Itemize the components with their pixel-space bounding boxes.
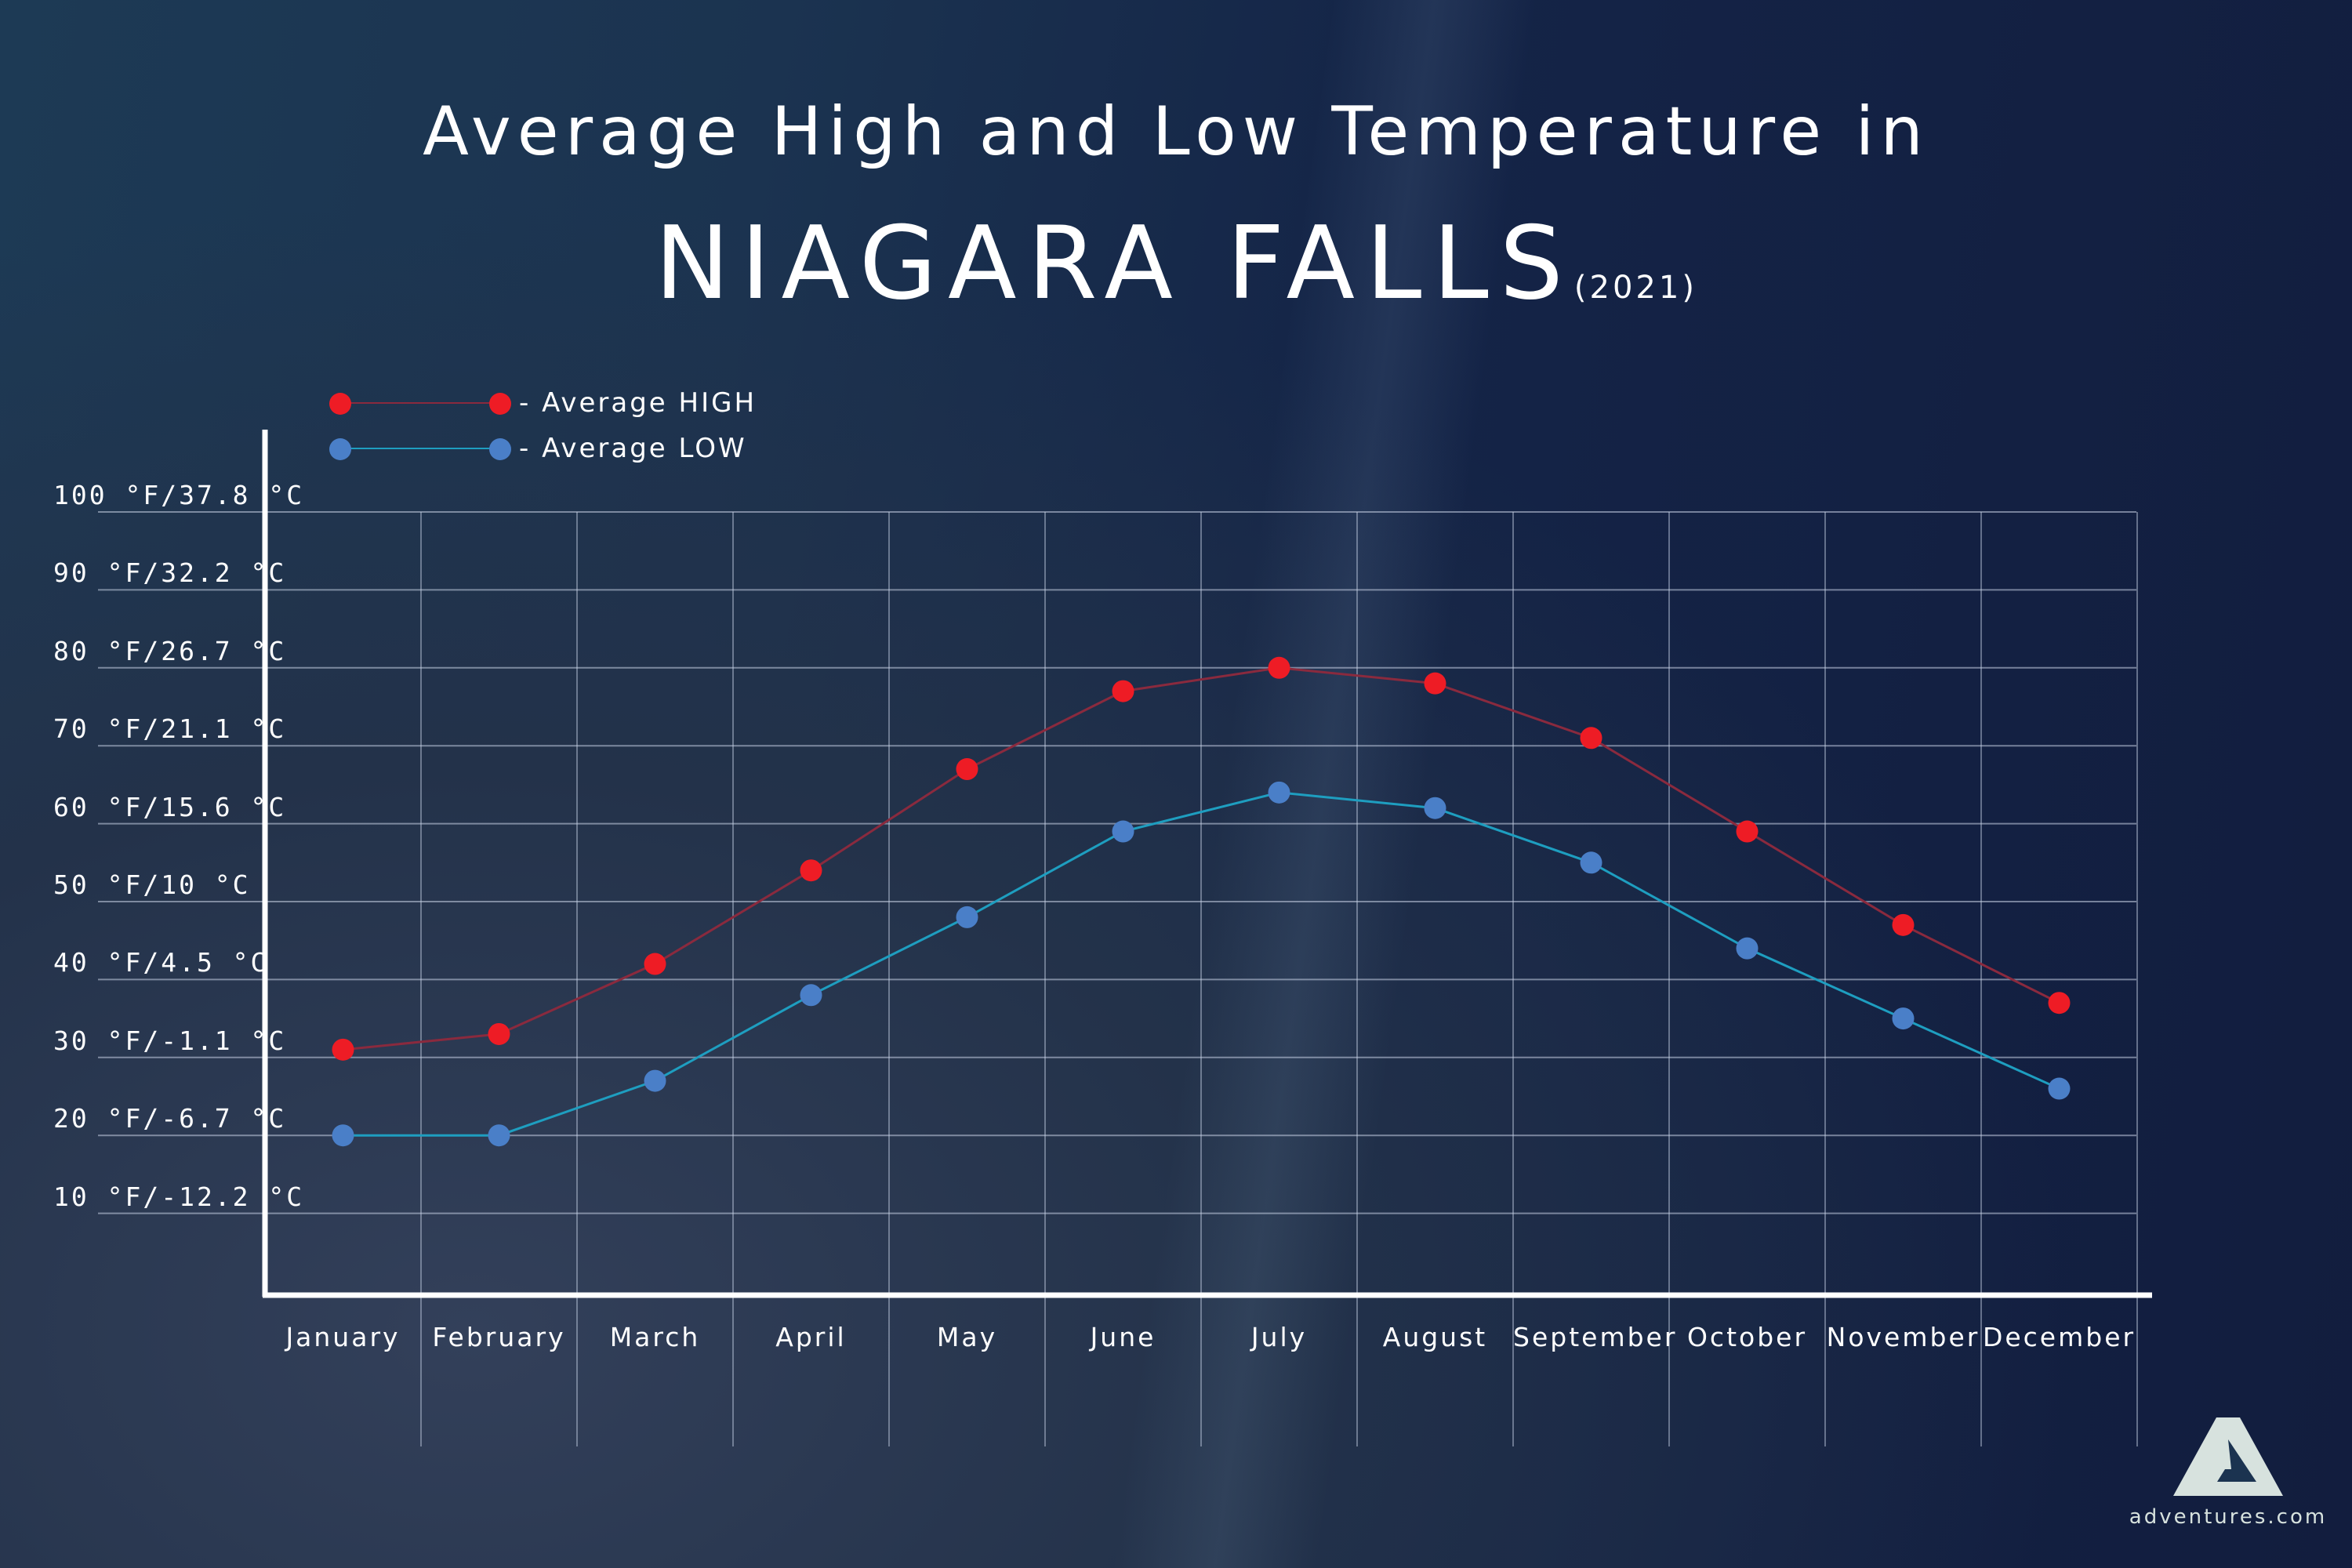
x-axis-label: August <box>1382 1322 1488 1352</box>
data-point-high <box>1580 727 1602 750</box>
y-axis-label: 20 °F/-6.7 °C <box>53 1103 287 1134</box>
x-axis-label: January <box>285 1322 401 1352</box>
series-line-low <box>343 791 2060 1137</box>
x-axis-label: October <box>1686 1322 1808 1352</box>
y-axis-label: 100 °F/37.8 °C <box>53 480 305 510</box>
y-axis-label: 70 °F/21.1 °C <box>53 713 287 745</box>
x-axis-label: July <box>1250 1322 1308 1352</box>
data-point-low <box>1268 781 1290 804</box>
data-point-high <box>1736 820 1759 843</box>
year-label: (2021) <box>1573 270 1697 306</box>
data-point-low <box>1892 1007 1915 1030</box>
data-point-low <box>800 984 822 1007</box>
x-axis-label: May <box>936 1322 998 1352</box>
x-axis-label: September <box>1513 1322 1678 1352</box>
x-axis-label: April <box>775 1322 847 1352</box>
series-line-high <box>343 666 2060 1051</box>
legend: - Average HIGH - Average LOW <box>329 380 757 471</box>
y-axis-label: 80 °F/26.7 °C <box>53 635 287 666</box>
data-point-high <box>644 953 666 975</box>
chart-lines <box>343 666 2060 1137</box>
y-axis-label: 60 °F/15.6 °C <box>53 791 287 822</box>
data-point-high <box>1268 656 1290 679</box>
y-axis-label: 50 °F/10 °C <box>53 869 251 900</box>
data-point-high <box>2048 992 2071 1014</box>
legend-swatch-high <box>329 391 511 415</box>
data-point-high <box>1892 913 1915 936</box>
data-point-low <box>1736 937 1759 960</box>
legend-label-high: - Average HIGH <box>519 387 757 419</box>
data-point-high <box>332 1038 354 1061</box>
data-point-low <box>1424 797 1446 819</box>
data-point-low <box>956 906 978 928</box>
x-axis-label: November <box>1826 1322 1980 1352</box>
y-axis-label: 10 °F/-12.2 °C <box>53 1181 305 1212</box>
x-axis-label: February <box>432 1322 566 1352</box>
data-point-high <box>956 758 978 781</box>
x-axis-label: June <box>1090 1322 1156 1352</box>
data-point-high <box>1424 672 1446 695</box>
adventures-logo-icon <box>2173 1417 2283 1496</box>
chart-grid <box>98 511 2138 1446</box>
chart-subtitle: NIAGARA FALLS(2021) <box>0 205 2352 322</box>
legend-swatch-low <box>329 437 511 460</box>
chart-points <box>332 656 2071 1147</box>
data-point-high <box>800 859 822 882</box>
legend-item-high: - Average HIGH <box>329 380 757 426</box>
legend-item-low: - Average LOW <box>329 426 757 471</box>
data-point-high <box>488 1022 510 1045</box>
y-axis-label: 90 °F/32.2 °C <box>53 557 287 589</box>
y-axis-label: 40 °F/4.5 °C <box>53 947 269 978</box>
chart-title: Average High and Low Temperature in <box>423 93 1929 171</box>
data-point-low <box>2048 1077 2071 1100</box>
brand-text: adventures.com <box>2129 1505 2328 1529</box>
data-point-high <box>1112 680 1134 702</box>
legend-label-low: - Average LOW <box>519 433 747 464</box>
x-axis-label: March <box>609 1322 701 1352</box>
data-point-low <box>332 1124 354 1147</box>
brand-logo: adventures.com <box>2126 1417 2330 1529</box>
data-point-low <box>644 1069 666 1092</box>
data-point-low <box>488 1124 510 1147</box>
x-axis-label: December <box>1982 1322 2136 1352</box>
city-name: NIAGARA FALLS <box>655 205 1574 322</box>
data-point-low <box>1580 851 1602 874</box>
data-point-low <box>1112 820 1134 843</box>
y-axis-label: 30 °F/-1.1 °C <box>53 1025 287 1056</box>
